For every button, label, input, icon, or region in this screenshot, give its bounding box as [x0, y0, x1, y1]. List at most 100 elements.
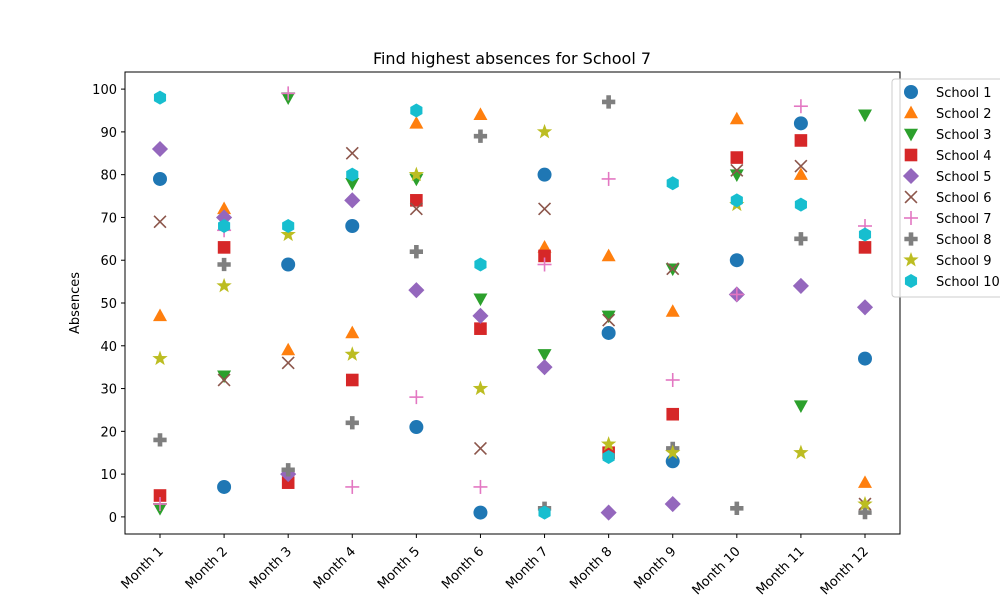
data-point-school-4 — [217, 241, 231, 254]
data-point-school-6 — [666, 262, 680, 276]
data-point-school-2 — [281, 342, 296, 356]
y-tick-label: 90 — [100, 126, 117, 141]
x-tick-label: Month 5 — [375, 544, 423, 592]
data-point-school-7 — [281, 86, 296, 101]
data-point-school-7 — [665, 373, 680, 387]
data-point-school-2 — [793, 167, 808, 180]
legend-label: School 7 — [936, 212, 992, 227]
data-point-school-2 — [601, 248, 616, 262]
legend-label: School 2 — [936, 107, 992, 122]
data-point-school-4 — [730, 151, 744, 164]
y-tick-label: 20 — [100, 425, 117, 440]
legend-label: School 4 — [936, 149, 992, 164]
data-point-school-9 — [793, 444, 809, 460]
x-tick-label: Month 9 — [631, 544, 679, 592]
data-point-school-10 — [410, 103, 423, 118]
data-point-school-8 — [794, 232, 808, 246]
data-point-school-6 — [730, 163, 744, 177]
data-point-school-5 — [792, 277, 809, 294]
data-point-school-9 — [857, 496, 873, 511]
data-point-school-10 — [538, 505, 551, 520]
data-point-school-6 — [794, 159, 808, 173]
plot-area — [124, 71, 901, 535]
x-tick-label: Month 10 — [690, 544, 744, 598]
legend-marker-school-7 — [904, 211, 918, 225]
legend-label: School 3 — [936, 128, 992, 143]
data-point-school-8 — [730, 501, 744, 515]
y-tick-label: 80 — [100, 169, 117, 184]
legend-label: School 9 — [936, 254, 992, 269]
data-point-school-6 — [153, 215, 167, 229]
legend-marker-school-3 — [904, 128, 918, 142]
data-point-school-1 — [153, 171, 167, 186]
data-point-school-7 — [409, 390, 424, 405]
data-point-school-5 — [536, 359, 553, 376]
data-point-school-1 — [858, 351, 872, 366]
x-axis: Month 1 Month 2 Month 3 Month 4 Month 5 Month… — [119, 534, 872, 598]
data-point-school-9 — [665, 444, 681, 460]
data-point-school-1 — [793, 116, 808, 131]
data-point-school-8 — [153, 433, 167, 447]
data-point-school-8 — [858, 505, 872, 520]
data-point-school-6 — [345, 146, 359, 160]
data-point-school-10 — [602, 450, 615, 464]
x-tick-label: Month 1 — [119, 544, 167, 592]
data-point-school-2 — [153, 308, 167, 322]
data-point-school-10 — [153, 90, 167, 105]
data-point-school-6 — [409, 202, 423, 216]
data-point-school-1 — [537, 167, 552, 182]
data-point-school-6 — [538, 202, 552, 216]
data-point-school-8 — [473, 129, 488, 143]
data-point-school-1 — [601, 325, 616, 340]
data-point-school-2 — [345, 325, 360, 339]
data-point-school-7 — [153, 497, 167, 512]
data-point-school-3 — [537, 349, 552, 362]
data-point-school-5 — [408, 282, 425, 299]
data-point-school-2 — [729, 111, 744, 125]
legend-marker-school-8 — [904, 232, 918, 246]
data-point-school-9 — [408, 166, 425, 182]
legend-marker-school-9 — [903, 251, 919, 267]
y-tick-label: 50 — [100, 297, 117, 312]
data-point-school-9 — [536, 123, 553, 139]
legend-label: School 1 — [936, 86, 992, 101]
y-tick-label: 10 — [100, 468, 117, 483]
data-point-school-2 — [473, 107, 488, 121]
y-tick-label: 0 — [109, 511, 117, 526]
legend-marker-school-2 — [904, 105, 918, 119]
legend-label: School 6 — [936, 191, 992, 206]
data-point-school-3 — [793, 400, 808, 414]
data-point-school-4 — [666, 407, 680, 421]
data-point-school-8 — [217, 257, 231, 272]
data-point-school-4 — [153, 489, 167, 502]
data-point-school-8 — [345, 416, 359, 430]
data-point-school-7 — [537, 257, 552, 272]
data-point-school-6 — [281, 356, 295, 370]
data-points — [151, 86, 874, 521]
legend-label: School 8 — [936, 233, 992, 248]
legend-marker-school-10 — [904, 274, 918, 288]
data-point-school-9 — [280, 226, 296, 242]
x-tick-label: Month 3 — [247, 544, 295, 592]
legend-marker-school-5 — [902, 167, 920, 185]
chart-title: Find highest absences for School 7 — [373, 49, 651, 68]
data-point-school-7 — [345, 479, 360, 494]
data-point-school-10 — [282, 219, 295, 233]
x-tick-label: Month 4 — [311, 544, 359, 592]
data-point-school-4 — [794, 134, 808, 147]
data-point-school-4 — [345, 373, 359, 387]
data-point-school-2 — [217, 201, 232, 215]
legend-marker-school-4 — [904, 148, 918, 162]
data-point-school-9 — [152, 350, 168, 366]
data-point-school-9 — [344, 346, 360, 361]
x-tick-label: Month 2 — [183, 544, 231, 592]
data-point-school-5 — [600, 504, 617, 521]
data-point-school-3 — [409, 173, 424, 187]
data-point-school-1 — [217, 479, 232, 494]
data-point-school-5 — [664, 496, 681, 513]
x-tick-label: Month 11 — [754, 544, 808, 598]
y-tick-label: 60 — [100, 254, 117, 269]
data-point-school-5 — [344, 192, 361, 209]
data-point-school-2 — [409, 115, 424, 129]
